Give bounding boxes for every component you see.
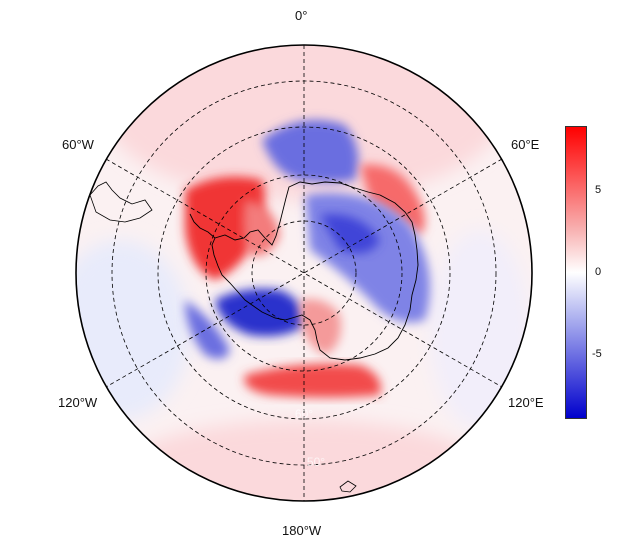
lon-label-180w: 180°W — [282, 523, 322, 538]
small-island-south — [339, 480, 357, 493]
antarctic-peninsula — [189, 213, 216, 239]
meridian-60e-120w — [105, 158, 503, 388]
lon-label-120w: 120°W — [58, 395, 98, 410]
weddell-positive — [243, 200, 280, 256]
map-border — [75, 44, 533, 502]
lat-circle-inner — [251, 220, 357, 326]
lon-label-120e: 120°E — [508, 395, 544, 410]
colorbar-tick-minus5: -5 — [592, 348, 602, 360]
south-pacific-positive — [244, 363, 381, 398]
lon-label-0: 0° — [295, 8, 308, 23]
meridian-60w-120e — [105, 158, 503, 388]
west-pale-blue — [76, 240, 190, 420]
south-pale-red — [124, 420, 484, 501]
antarctica-coastline — [211, 181, 419, 361]
lon-label-60e: 60°E — [511, 137, 540, 152]
amundsen-negative — [185, 300, 230, 359]
lat-label-50: 50° — [307, 455, 325, 469]
graticule — [105, 45, 503, 501]
lon-label-60w: 60°W — [62, 137, 94, 152]
colorbar-tick-5: 5 — [595, 184, 602, 196]
colorbar-tick-0: 0 — [595, 266, 602, 278]
ross-sea-negative — [215, 288, 305, 337]
lat-circle-3 — [157, 126, 451, 420]
east-antarctic-core — [320, 214, 380, 254]
ross-ice-shelf-positive — [300, 299, 341, 355]
lat-circle-2 — [205, 174, 403, 372]
indian-ocean-negative — [262, 120, 359, 183]
colorbar — [565, 126, 587, 419]
lat-label-60: 60° — [295, 407, 313, 421]
south-america-tip — [89, 181, 153, 223]
